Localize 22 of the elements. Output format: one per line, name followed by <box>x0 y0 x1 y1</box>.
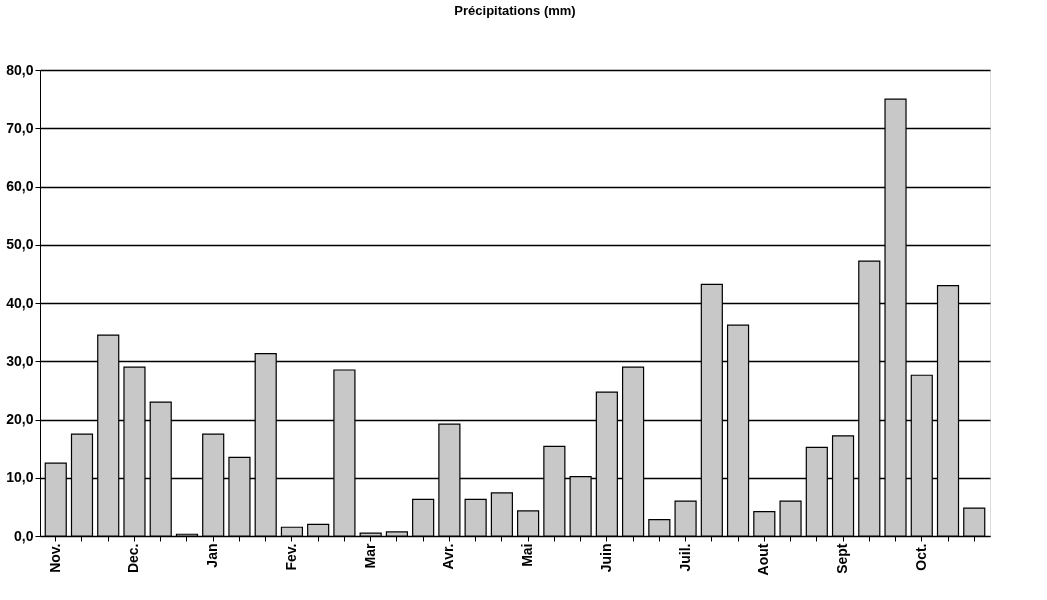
y-tick-label: 30,0 <box>6 352 34 369</box>
x-tick-label: Fev. <box>282 543 299 571</box>
x-tick-label: Nov. <box>46 543 63 573</box>
x-tick-label: Jan <box>204 543 221 568</box>
x-tick-label: Oct. <box>912 543 929 571</box>
chart-title: Précipitations (mm) <box>454 3 576 18</box>
x-tick-label: Juil. <box>676 543 693 572</box>
x-tick-label: Sept <box>834 543 851 574</box>
x-tick-label: Aout <box>755 543 772 576</box>
y-tick-label: 60,0 <box>6 178 34 194</box>
x-tick-label: Dec. <box>125 543 142 574</box>
y-tick-label: 50,0 <box>6 236 34 253</box>
y-tick-label: 10,0 <box>6 469 34 486</box>
y-tick-label: 0,0 <box>14 527 34 544</box>
y-tick-label: 20,0 <box>6 411 34 427</box>
x-tick-label: Juin <box>597 543 614 573</box>
y-tick-label: 70,0 <box>6 119 34 136</box>
y-tick-label: 80,0 <box>6 61 34 78</box>
x-tick-label: Avr. <box>440 543 457 570</box>
y-tick-label: 40,0 <box>6 294 34 311</box>
x-tick-label: Mar <box>361 542 378 569</box>
x-tick-label: Mai <box>519 543 536 567</box>
